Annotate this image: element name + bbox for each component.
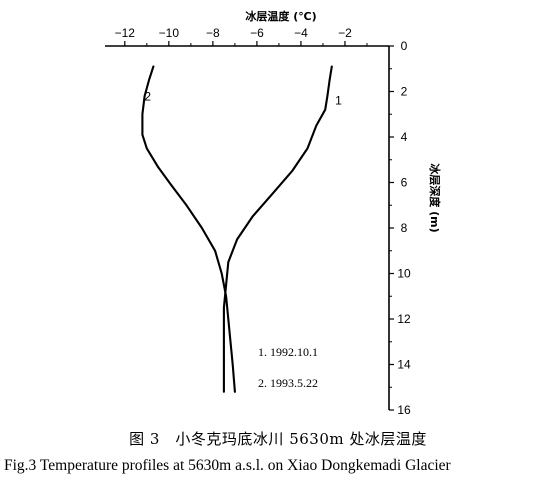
x-axis-title: 冰层温度 (℃): [245, 9, 316, 23]
figure-caption-english: Fig.3 Temperature profiles at 5630m a.s.…: [4, 457, 451, 474]
curve-label-1: 1: [335, 94, 342, 108]
y-tick-label: 0: [401, 39, 408, 53]
legend-entry-1: 1. 1992.10.1: [258, 345, 318, 359]
y-tick-label: 16: [397, 403, 411, 417]
y-tick-label: 12: [397, 312, 411, 326]
chart-legend: 1. 1992.10.1 2. 1993.5.22: [258, 345, 318, 390]
x-tick-label: −4: [294, 26, 308, 40]
legend-entry-2: 2. 1993.5.22: [258, 376, 318, 390]
y-tick-label: 6: [401, 176, 408, 190]
curve-label-2: 2: [144, 89, 151, 103]
y-tick-label: 14: [397, 358, 411, 372]
chart-series: [141, 65, 333, 393]
x-tick-label: −2: [338, 26, 352, 40]
y-tick-label: 2: [401, 85, 408, 99]
x-tick-label: −12: [115, 26, 136, 40]
y-axis-title: 冰层深度 (m): [428, 163, 442, 232]
y-tick-label: 8: [401, 221, 408, 235]
y-tick-label: 4: [401, 130, 408, 144]
y-tick-label: 10: [397, 267, 411, 281]
figure-caption-chinese: 图 3 小冬克玛底冰川 5630m 处冰层温度: [129, 430, 427, 448]
series-2-line: [141, 65, 236, 393]
x-tick-label: −8: [206, 26, 220, 40]
x-tick-label: −6: [250, 26, 264, 40]
curve-labels: 12: [144, 89, 342, 107]
series-1-line: [222, 65, 333, 393]
x-tick-label: −10: [159, 26, 180, 40]
